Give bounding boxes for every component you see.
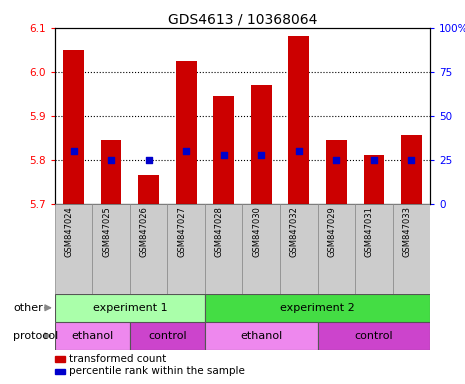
Text: ethanol: ethanol: [71, 331, 113, 341]
Bar: [93, 204, 130, 294]
Bar: [392, 204, 430, 294]
Text: GSM847027: GSM847027: [177, 206, 186, 257]
Text: GSM847029: GSM847029: [327, 206, 336, 257]
Bar: [130, 322, 205, 350]
Point: [408, 157, 415, 163]
Bar: [318, 322, 430, 350]
Bar: [101, 140, 121, 204]
Text: GSM847030: GSM847030: [252, 206, 261, 257]
Point: [182, 148, 190, 154]
Point: [370, 157, 378, 163]
Bar: [355, 204, 392, 294]
Point: [145, 157, 153, 163]
Text: GSM847033: GSM847033: [402, 206, 412, 257]
Bar: [205, 322, 318, 350]
Bar: [130, 204, 167, 294]
Bar: [139, 175, 159, 204]
Bar: [63, 50, 84, 204]
Bar: [326, 140, 346, 204]
Text: GSM847028: GSM847028: [215, 206, 224, 257]
Text: ethanol: ethanol: [240, 331, 282, 341]
Bar: [205, 204, 243, 294]
Bar: [55, 204, 93, 294]
Text: control: control: [148, 331, 187, 341]
Point: [258, 152, 265, 158]
Bar: [176, 61, 197, 204]
Point: [332, 157, 340, 163]
Bar: [251, 85, 272, 204]
Point: [220, 152, 227, 158]
Point: [107, 157, 115, 163]
Title: GDS4613 / 10368064: GDS4613 / 10368064: [168, 13, 317, 26]
Point: [70, 148, 77, 154]
Text: protocol: protocol: [13, 331, 58, 341]
Text: GSM847024: GSM847024: [65, 206, 73, 257]
Text: GSM847032: GSM847032: [290, 206, 299, 257]
Bar: [243, 204, 280, 294]
Text: experiment 1: experiment 1: [93, 303, 167, 313]
Text: percentile rank within the sample: percentile rank within the sample: [69, 366, 245, 376]
Bar: [280, 204, 318, 294]
Bar: [55, 322, 130, 350]
Bar: [288, 36, 309, 204]
Bar: [55, 294, 205, 322]
Bar: [167, 204, 205, 294]
Bar: [213, 96, 234, 204]
Text: transformed count: transformed count: [69, 354, 166, 364]
Text: GSM847026: GSM847026: [140, 206, 149, 257]
Bar: [205, 294, 430, 322]
Bar: [364, 155, 384, 204]
Point: [295, 148, 303, 154]
Bar: [318, 204, 355, 294]
Text: control: control: [354, 331, 393, 341]
Text: other: other: [13, 303, 43, 313]
Text: GSM847025: GSM847025: [102, 206, 111, 257]
Text: experiment 2: experiment 2: [280, 303, 355, 313]
Bar: [401, 136, 422, 204]
Text: GSM847031: GSM847031: [365, 206, 374, 257]
